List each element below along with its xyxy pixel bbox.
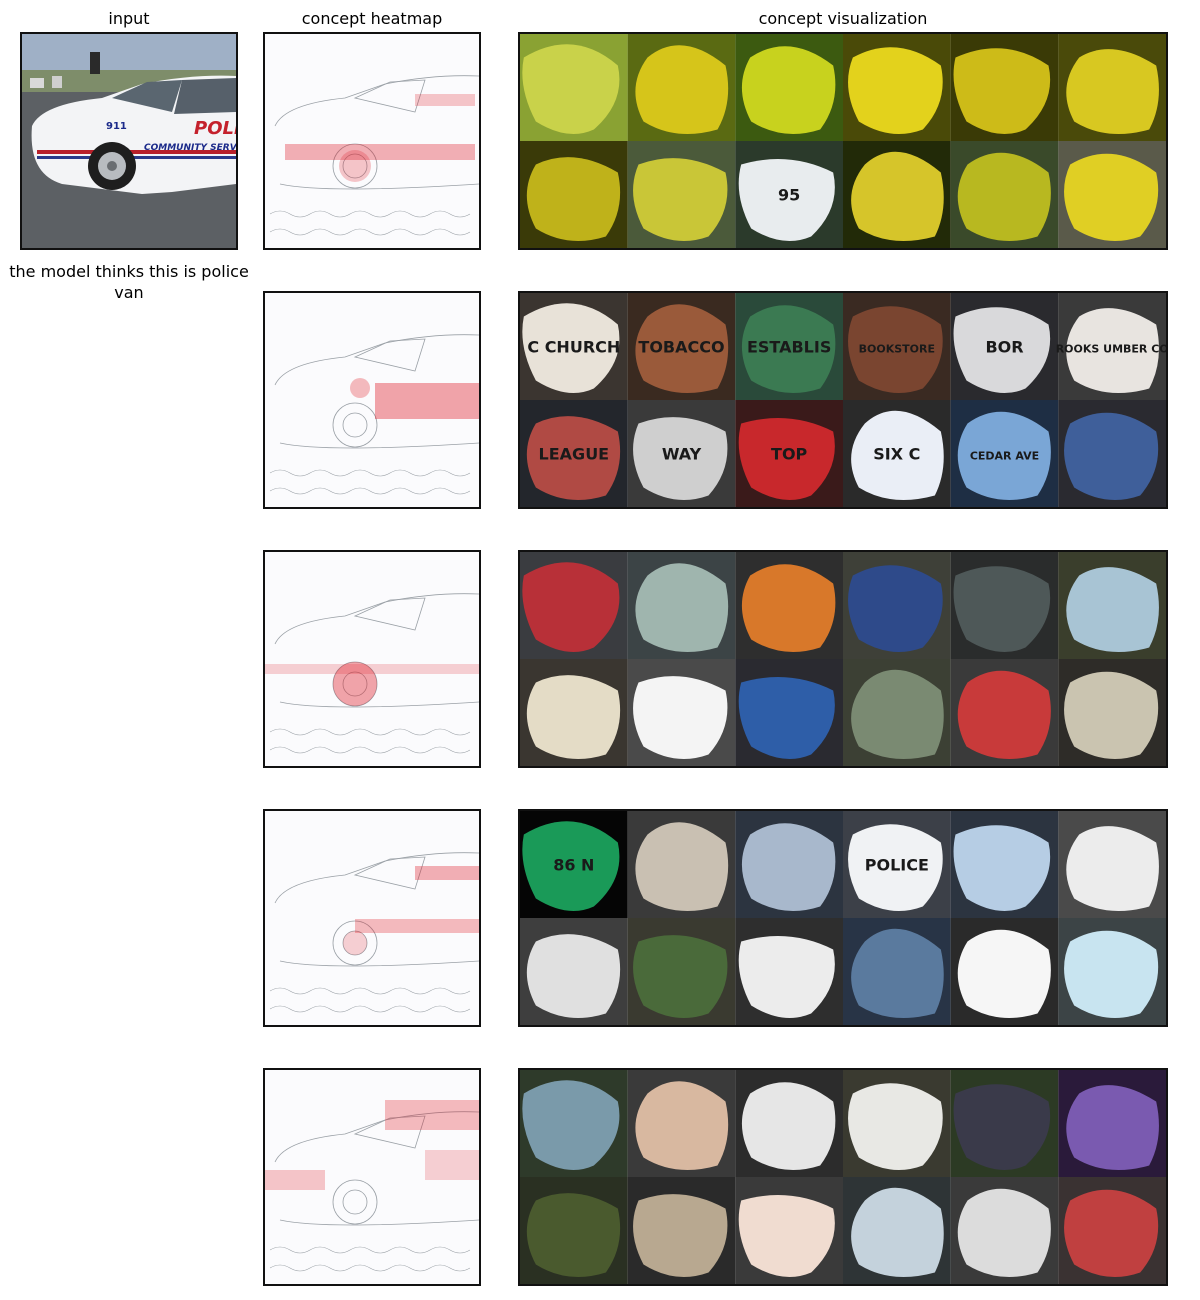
- concept-4-tile: [735, 918, 843, 1025]
- tile-text: BOR: [985, 338, 1023, 357]
- concept-1-tile: [1058, 34, 1166, 141]
- concept-visualization-3: [518, 550, 1168, 768]
- tile-text: 86 N: [553, 856, 594, 875]
- concept-5-tile: [843, 1070, 951, 1177]
- column-title-heatmap: concept heatmap: [301, 9, 443, 28]
- concept-1-tile: [950, 141, 1059, 248]
- concept-5-tile: [520, 1070, 628, 1177]
- concept-visualization-5: [518, 1068, 1168, 1286]
- concept-1-tile: [843, 34, 951, 141]
- concept-5-tile: [520, 1177, 628, 1284]
- concept-4-tile: [1058, 918, 1166, 1025]
- concept-1-tile: [627, 141, 736, 248]
- concept-4-tile: [1058, 811, 1166, 918]
- concept-2-tile: CEDAR AVE: [950, 400, 1059, 507]
- concept-2-tile: LEAGUE: [520, 400, 628, 507]
- concept-3-tile: [1058, 552, 1166, 659]
- concept-1-tile: [950, 34, 1059, 141]
- concept-2-tile: BOR: [950, 293, 1059, 400]
- concept-2-tile: C CHURCH: [520, 293, 628, 400]
- tile-text: WAY: [662, 445, 702, 464]
- concept-2-tile: SIX C: [843, 400, 951, 507]
- concept-4-tile: [950, 811, 1059, 918]
- column-title-visualization: concept visualization: [758, 9, 928, 28]
- concept-3-tile: [735, 552, 843, 659]
- concept-3-tile: [1058, 659, 1166, 766]
- concept-4-tile: 86 N: [520, 811, 628, 918]
- prediction-caption: the model thinks this is police van: [9, 262, 249, 302]
- concept-4-tile: [950, 918, 1059, 1025]
- concept-3-tile: [843, 552, 951, 659]
- concept-3-tile: [843, 659, 951, 766]
- concept-3-tile: [627, 659, 736, 766]
- concept-3-tile: [520, 552, 628, 659]
- concept-4-tile: [735, 811, 843, 918]
- tile-text: C CHURCH: [527, 338, 620, 357]
- unit-number: 911: [106, 121, 127, 132]
- concept-2-tile: BOOKSTORE: [843, 293, 951, 400]
- concept-5-tile: [1058, 1177, 1166, 1284]
- police-van-photo: POLI 911 COMMUNITY SERVIC: [22, 34, 236, 248]
- concept-5-tile: [1058, 1070, 1166, 1177]
- concept-3-tile: [735, 659, 843, 766]
- concept-4-tile: [520, 918, 628, 1025]
- concept-5-tile: [627, 1177, 736, 1284]
- concept-4-tile: POLICE: [843, 811, 951, 918]
- concept-visualization-4: 86 N POLICE: [518, 809, 1168, 1027]
- concept-heatmap-1: [263, 32, 481, 250]
- concept-2-tile: TOBACCO: [627, 293, 736, 400]
- tile-text: POLICE: [865, 856, 929, 875]
- decal-text: POLI: [194, 118, 236, 139]
- concept-2-tile: ESTABLIS: [735, 293, 843, 400]
- concept-heatmap-4: [263, 809, 481, 1027]
- concept-5-tile: [950, 1070, 1059, 1177]
- concept-3-tile: [520, 659, 628, 766]
- concept-3-tile: [950, 659, 1059, 766]
- tile-text: ESTABLIS: [747, 338, 831, 357]
- concept-4-tile: [843, 918, 951, 1025]
- concept-5-tile: [627, 1070, 736, 1177]
- concept-2-tile: [1058, 400, 1166, 507]
- tile-text: CEDAR AVE: [970, 450, 1039, 463]
- concept-4-tile: [627, 918, 736, 1025]
- tile-text: ROOKS UMBER CO: [1056, 343, 1166, 356]
- concept-3-tile: [950, 552, 1059, 659]
- concept-2-tile: WAY: [627, 400, 736, 507]
- concept-1-tile: [735, 34, 843, 141]
- tile-text: TOBACCO: [638, 338, 724, 357]
- concept-1-tile: [843, 141, 951, 248]
- concept-2-tile: TOP: [735, 400, 843, 507]
- concept-1-tile: [520, 141, 628, 248]
- concept-1-tile: 95: [735, 141, 843, 248]
- column-title-input: input: [108, 9, 150, 28]
- concept-visualization-1: 95: [518, 32, 1168, 250]
- concept-4-tile: [627, 811, 736, 918]
- tile-text: BOOKSTORE: [859, 343, 935, 356]
- concept-5-tile: [735, 1070, 843, 1177]
- concept-5-tile: [843, 1177, 951, 1284]
- concept-2-tile: ROOKS UMBER CO: [1056, 293, 1166, 400]
- concept-heatmap-5: [263, 1068, 481, 1286]
- concept-1-tile: [520, 34, 628, 141]
- tile-text: LEAGUE: [539, 445, 610, 464]
- concept-visualization-2: C CHURCH TOBACCO ESTABLIS BOOKSTORE BOR ROOKS…: [518, 291, 1168, 509]
- concept-5-tile: [950, 1177, 1059, 1284]
- concept-heatmap-2: [263, 291, 481, 509]
- input-image: POLI 911 COMMUNITY SERVIC: [20, 32, 238, 250]
- concept-1-tile: [1058, 141, 1166, 248]
- tile-text: TOP: [771, 445, 808, 464]
- tile-text: SIX C: [873, 445, 920, 464]
- concept-5-tile: [735, 1177, 843, 1284]
- concept-3-tile: [627, 552, 736, 659]
- concept-1-tile: [627, 34, 736, 141]
- door-text: COMMUNITY SERVIC: [144, 143, 236, 153]
- concept-heatmap-3: [263, 550, 481, 768]
- tile-text: 95: [778, 186, 800, 205]
